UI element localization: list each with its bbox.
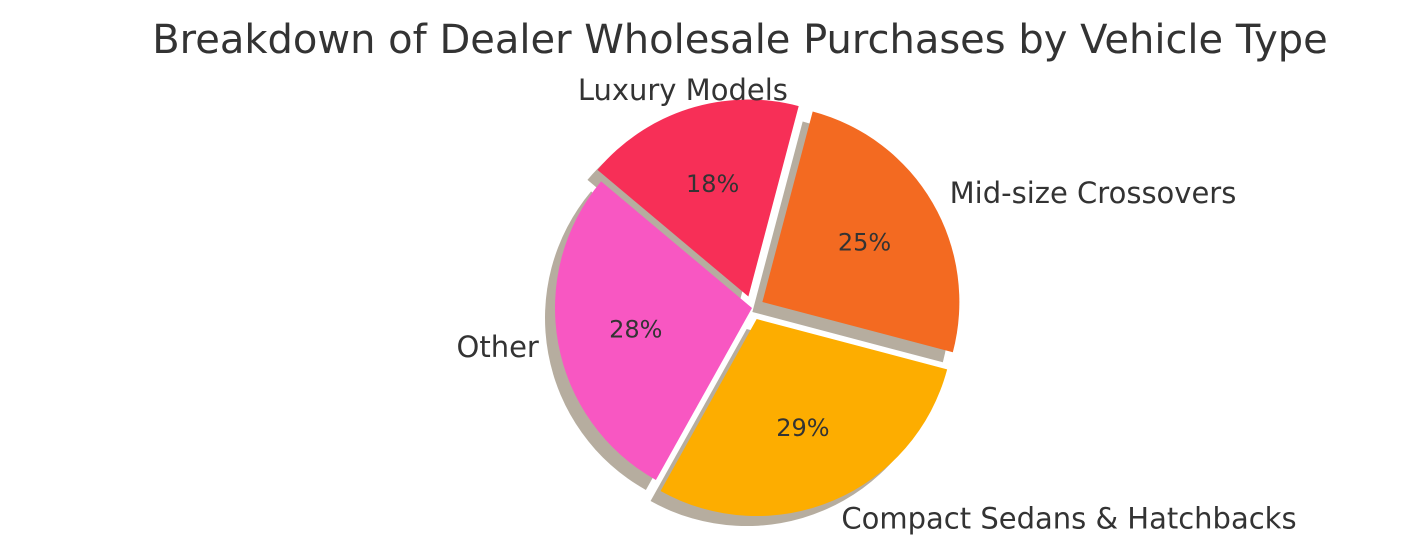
category-label-compact-sedans-hatchbacks: Compact Sedans & Hatchbacks bbox=[841, 502, 1296, 536]
slice-luxury-models bbox=[597, 99, 799, 297]
category-label-other: Other bbox=[457, 330, 539, 364]
slice-mid-size-crossovers bbox=[762, 111, 960, 353]
pct-label-other: 28% bbox=[609, 315, 662, 343]
chart-title: Breakdown of Dealer Wholesale Purchases … bbox=[152, 17, 1328, 63]
category-label-luxury-models: Luxury Models bbox=[578, 73, 788, 107]
pct-label-mid-size-crossovers: 25% bbox=[838, 229, 891, 257]
pct-label-compact-sedans-hatchbacks: 29% bbox=[776, 414, 829, 442]
pie-labels: 28% Other 29% Compact Sedans & Hatchbacks 25… bbox=[457, 73, 1297, 536]
slice-other bbox=[554, 181, 752, 480]
slice-compact-sedans-hatchbacks bbox=[660, 319, 948, 517]
pie-slices bbox=[554, 99, 960, 517]
category-label-mid-size-crossovers: Mid-size Crossovers bbox=[950, 176, 1237, 210]
pct-label-luxury-models: 18% bbox=[686, 170, 739, 198]
